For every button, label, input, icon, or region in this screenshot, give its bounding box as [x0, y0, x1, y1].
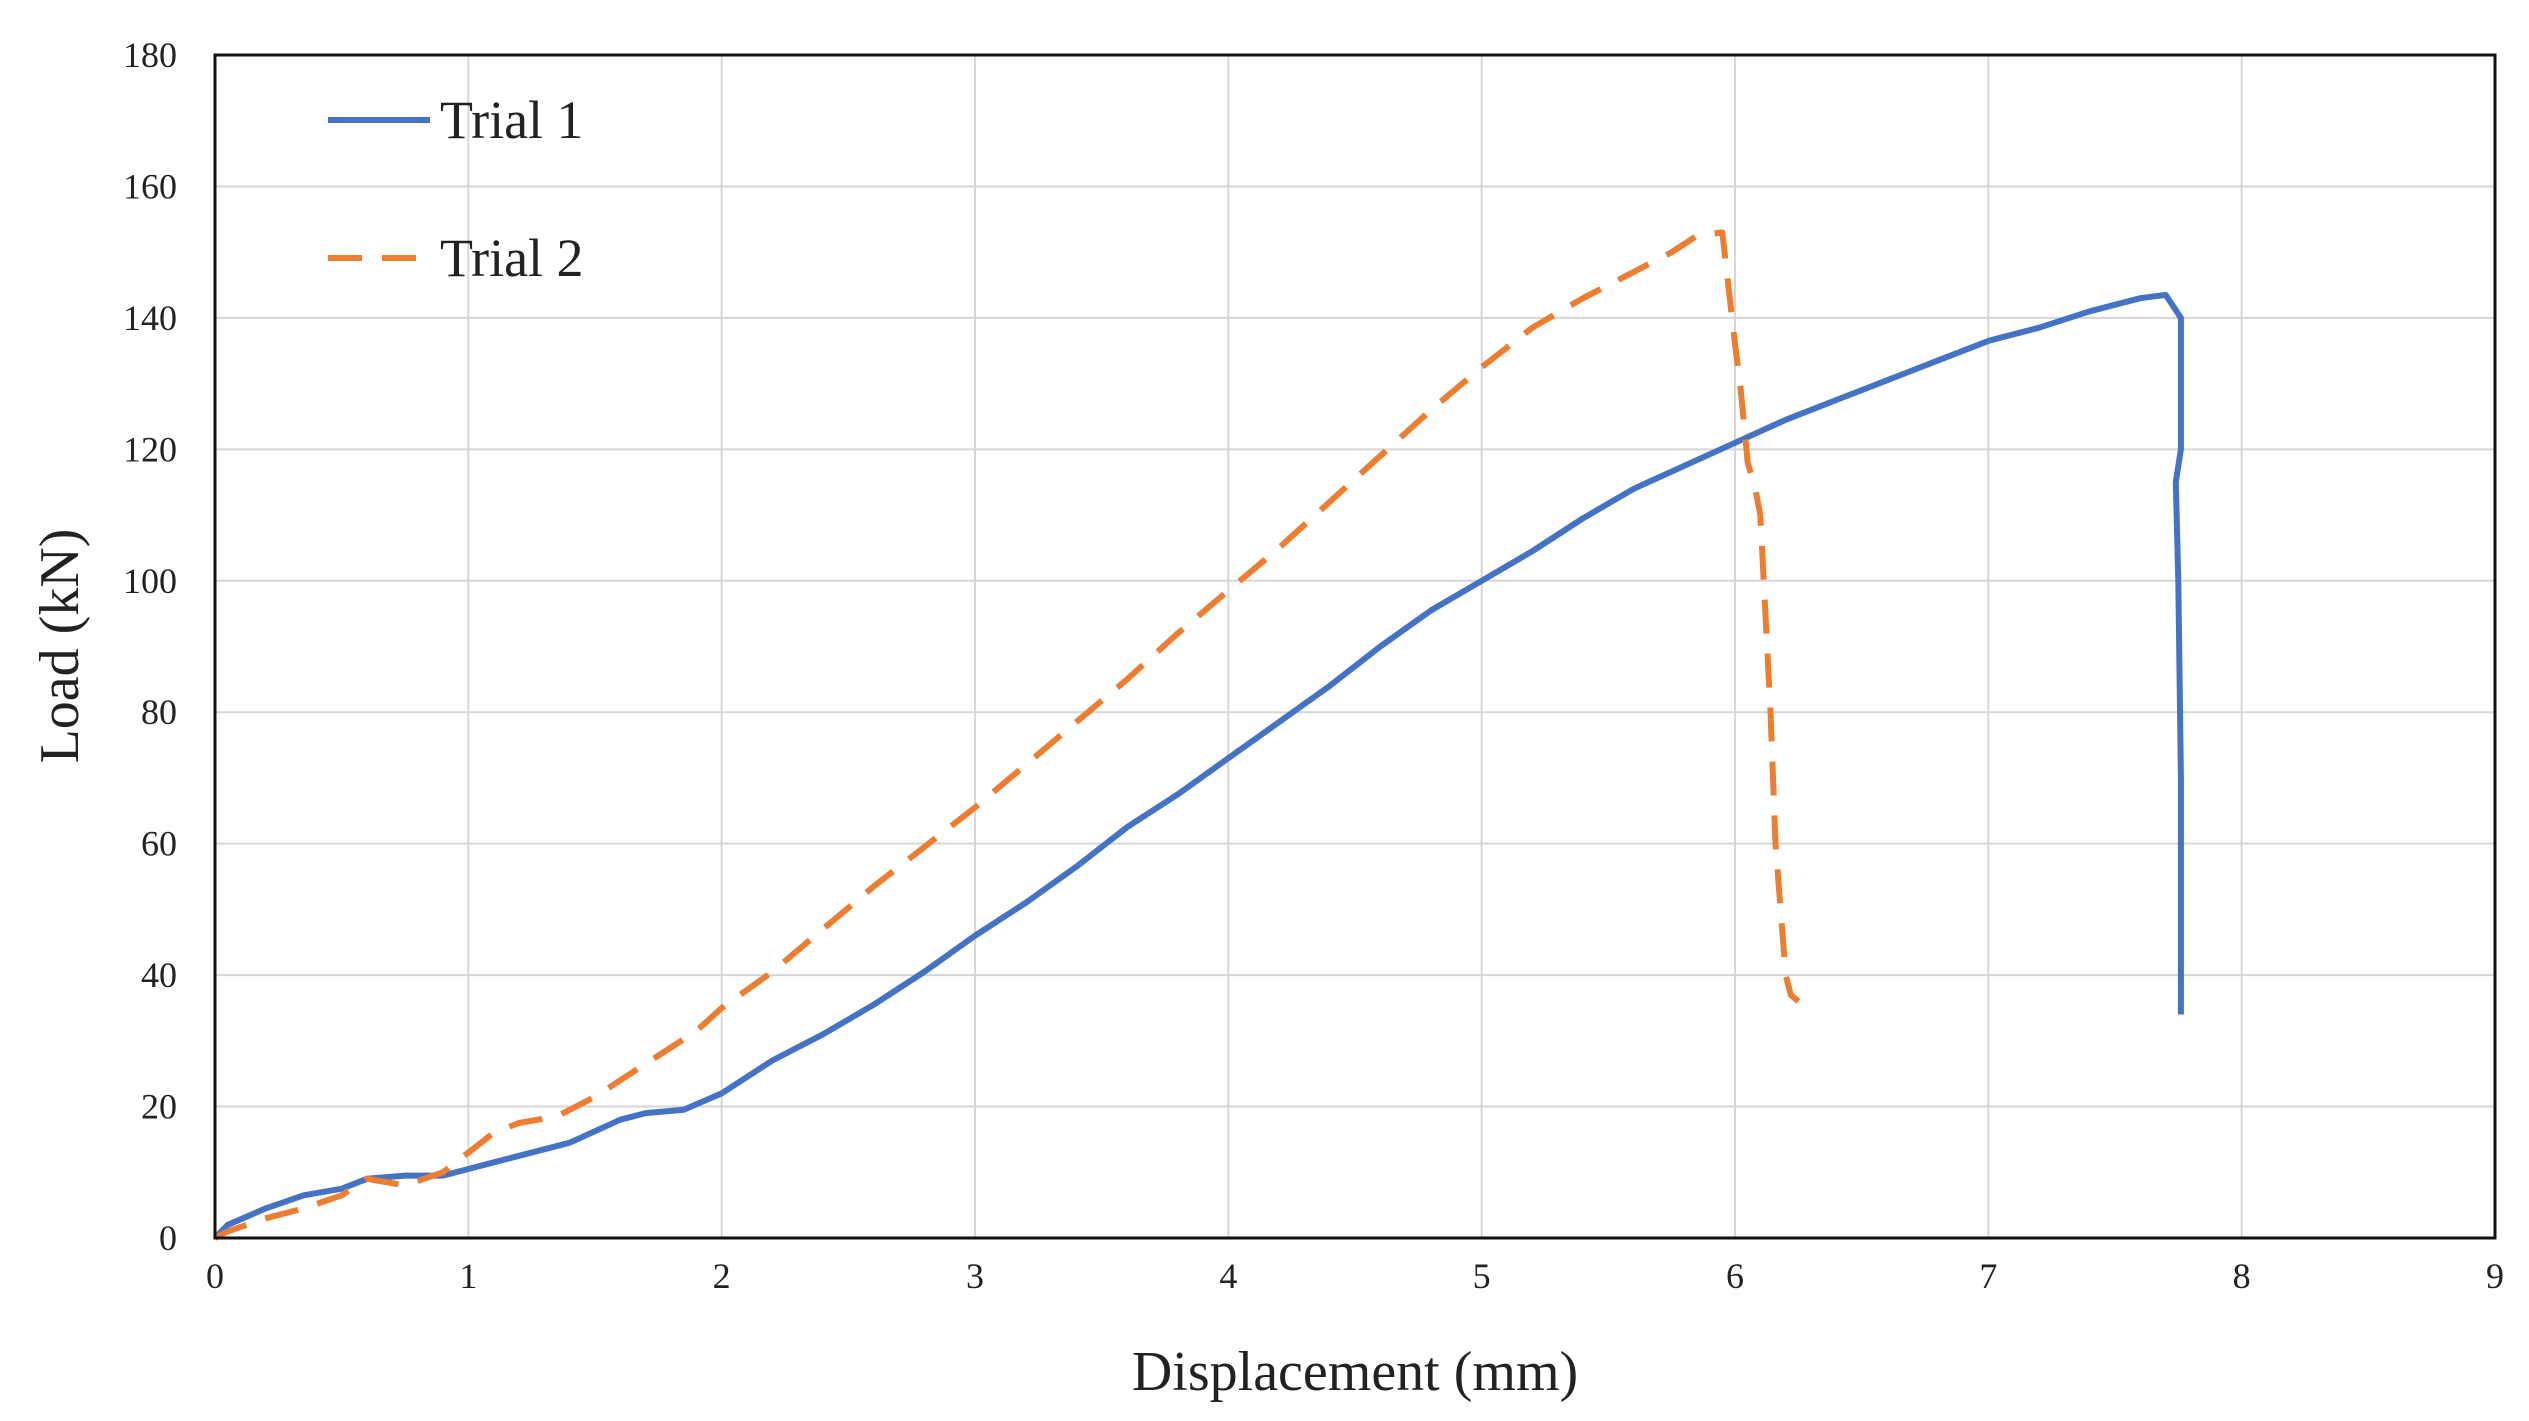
- x-tick-label: 9: [2486, 1256, 2504, 1296]
- x-tick-label: 4: [1219, 1256, 1237, 1296]
- y-tick-label: 180: [123, 35, 177, 75]
- x-tick-label: 3: [966, 1256, 984, 1296]
- legend-label-trial-1: Trial 1: [440, 90, 584, 150]
- x-tick-label: 7: [1979, 1256, 1997, 1296]
- legend: Trial 1 Trial 2: [328, 90, 584, 288]
- y-tick-label: 40: [141, 955, 177, 995]
- y-tick-label: 0: [159, 1218, 177, 1258]
- y-tick-label: 160: [123, 166, 177, 206]
- x-tick-labels: 0 1 2 3 4 5 6 7 8 9: [206, 1256, 2504, 1296]
- y-tick-label: 60: [141, 824, 177, 864]
- x-tick-label: 6: [1726, 1256, 1744, 1296]
- y-tick-label: 20: [141, 1087, 177, 1127]
- y-tick-labels: 0 20 40 60 80 100 120 140 160 180: [123, 35, 177, 1258]
- y-tick-label: 120: [123, 429, 177, 469]
- x-axis-title: Displacement (mm): [1132, 1341, 1578, 1403]
- x-tick-label: 2: [713, 1256, 731, 1296]
- series-lines: [212, 229, 2184, 1241]
- x-tick-label: 8: [2233, 1256, 2251, 1296]
- legend-label-trial-2: Trial 2: [440, 228, 584, 288]
- series-line-trial-2: [213, 229, 1801, 1241]
- plot-frame: [213, 53, 2497, 1240]
- y-tick-label: 100: [123, 561, 177, 601]
- x-tick-label: 0: [206, 1256, 224, 1296]
- series-line-trial-1: [212, 291, 2184, 1241]
- x-tick-label: 1: [459, 1256, 477, 1296]
- y-tick-label: 80: [141, 692, 177, 732]
- y-tick-label: 140: [123, 298, 177, 338]
- y-axis-title: Load (kN): [29, 529, 91, 764]
- x-tick-label: 5: [1473, 1256, 1491, 1296]
